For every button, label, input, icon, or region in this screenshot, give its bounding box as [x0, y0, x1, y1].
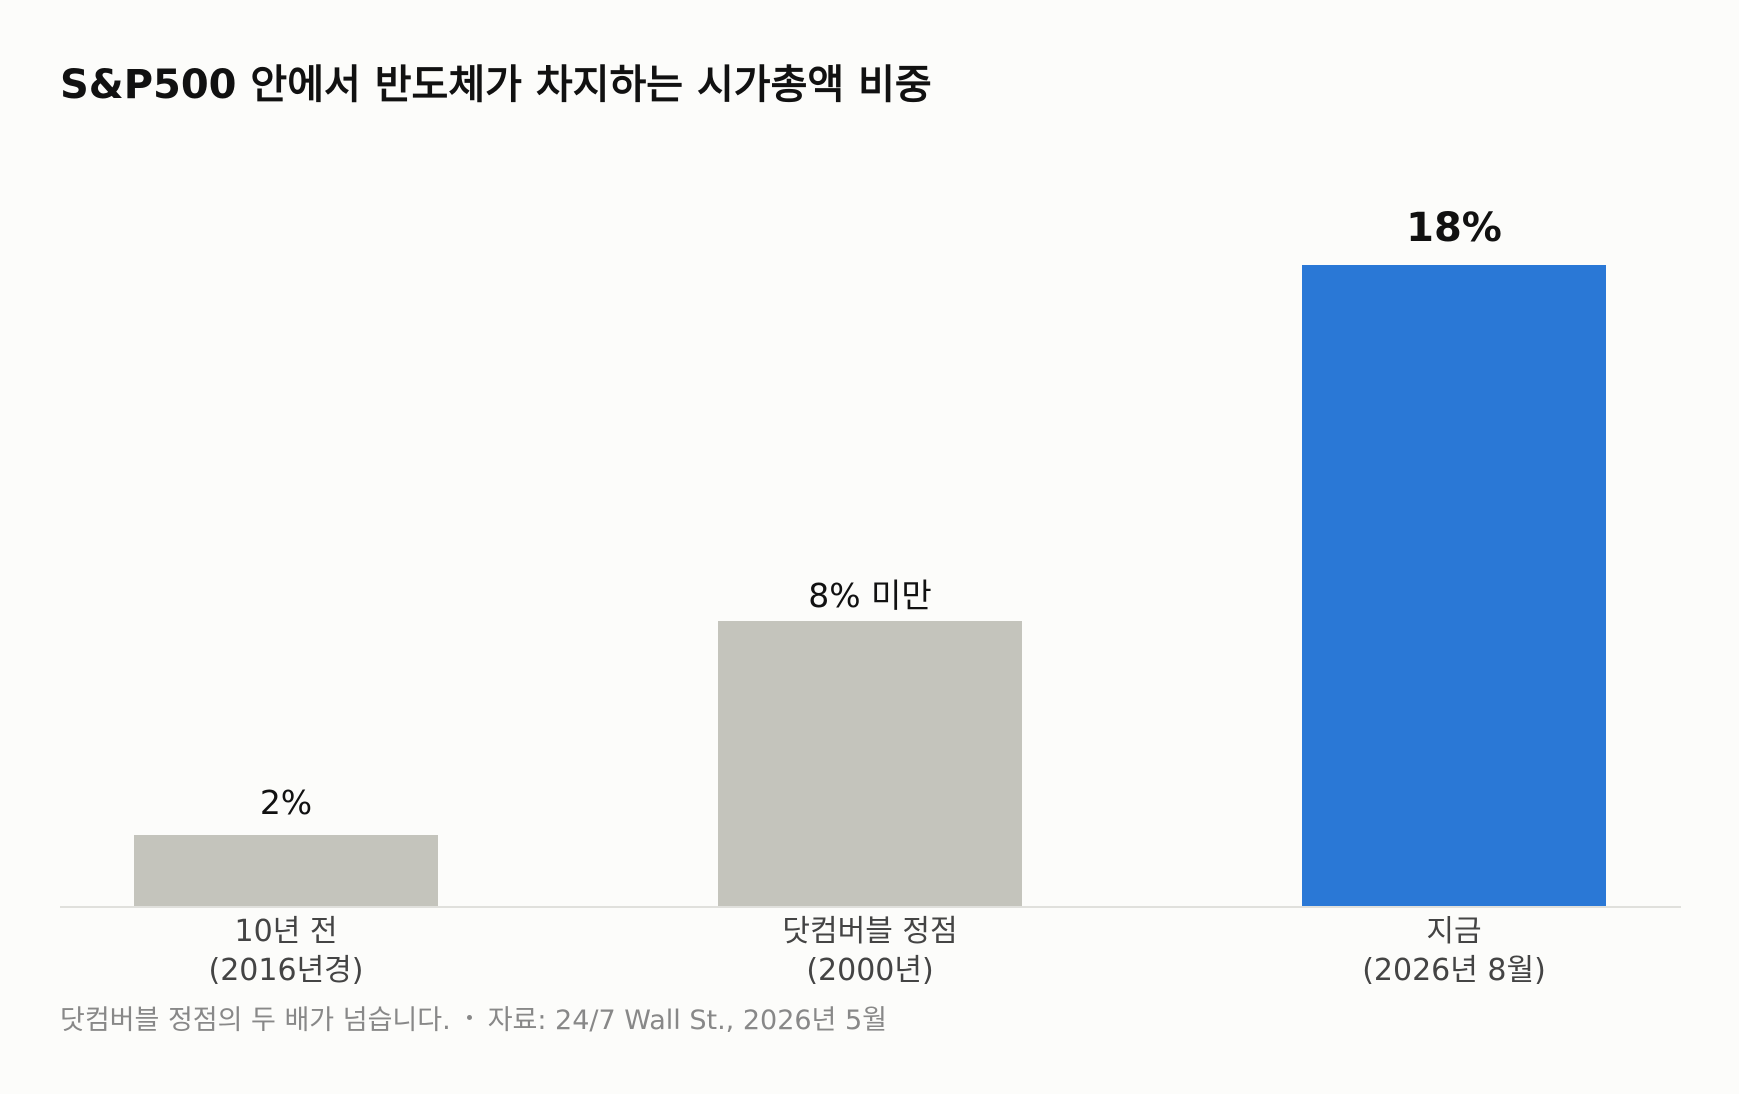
value-label: 2% — [259, 782, 313, 822]
bar — [134, 834, 438, 906]
source: 자료: 24/7 Wall St., 2026년 5월 — [487, 1005, 887, 1036]
separator — [466, 1015, 472, 1020]
value-label: 18% — [1406, 205, 1502, 251]
note: 닷컴버블 정점의 두 배가 넘습니다. — [60, 1005, 451, 1036]
footer: 닷컴버블 정점의 두 배가 넘습니다. 자료: 24/7 Wall St., 2… — [60, 998, 887, 1037]
bar — [718, 621, 1022, 906]
chart-title: S&P500 안에서 반도체가 차지하는 시가총액 비중 — [60, 62, 932, 108]
baseline — [60, 906, 1681, 908]
x-tick-label: 닷컴버블 정점 (2000년) — [782, 914, 958, 988]
x-tick-label: 지금 (2026년 8월) — [1362, 914, 1546, 988]
value-label: 8% 미만 — [808, 576, 932, 616]
x-tick-label: 10년 전 (2016년경) — [208, 914, 364, 988]
bar — [1302, 265, 1606, 906]
